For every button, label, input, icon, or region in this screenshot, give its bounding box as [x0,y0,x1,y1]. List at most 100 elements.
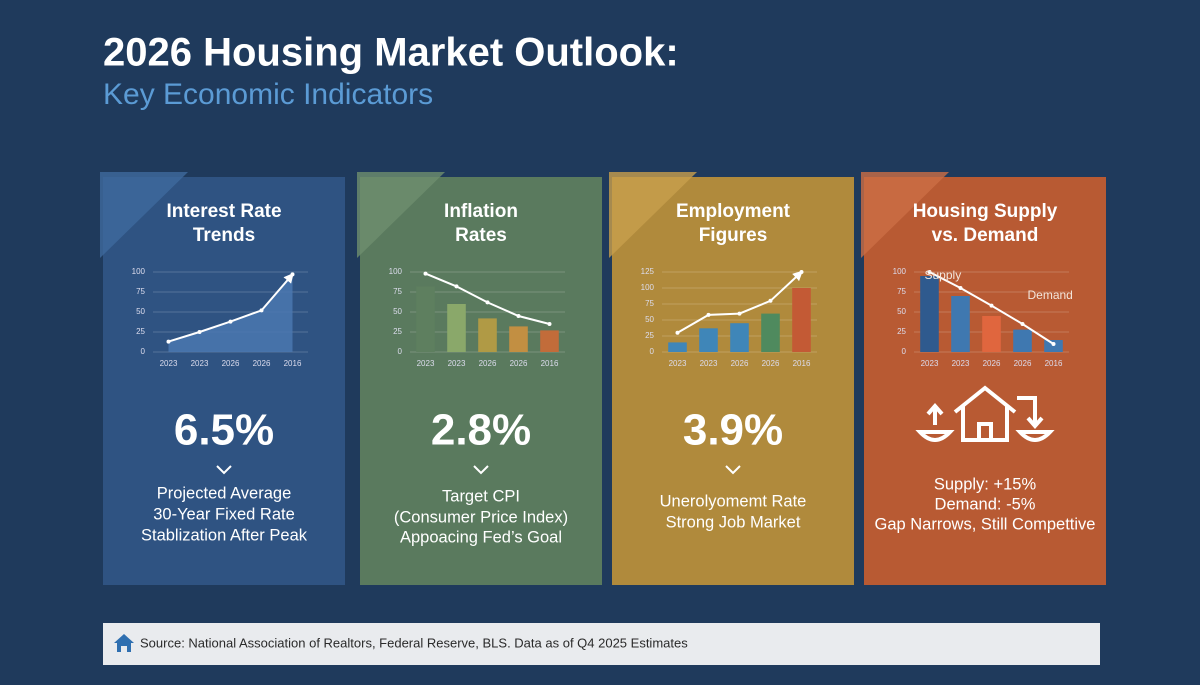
line-point [1051,342,1056,346]
y-tick-label: 75 [897,287,906,296]
line-point [197,330,202,334]
card-title: Figures [699,225,768,246]
line-point [737,311,742,316]
bar [1013,329,1032,352]
line-point [768,298,773,303]
y-tick-label: 0 [650,347,655,356]
bar [699,328,718,352]
line-point [799,270,804,274]
x-tick-label: 2026 [510,359,528,368]
line-point [675,330,680,335]
y-tick-label: 25 [645,331,654,340]
line-point [927,270,932,274]
x-tick-label: 2023 [160,359,178,368]
series-label: Supply [925,268,962,282]
y-tick-label: 100 [641,283,655,292]
y-tick-label: 75 [136,287,145,296]
chevron [473,465,489,475]
line-point [454,284,459,289]
card-title: Trends [193,225,255,246]
card-text: Projected Average [157,484,292,502]
card-title: Rates [455,225,507,246]
card [360,177,602,585]
card-tab [609,172,697,258]
scale-left [915,402,955,442]
y-tick-label: 100 [389,267,403,276]
card-text: Target CPI [442,487,520,505]
x-tick-label: 2023 [700,359,718,368]
card-text: Supply: +15% [934,475,1037,493]
x-tick-label: 2023 [952,359,970,368]
line-point [423,271,428,276]
scale-right [1015,396,1055,442]
card-text: Gap Narrows, Still Compettive [875,515,1096,533]
line-point [1020,322,1025,326]
x-tick-label: 2023 [669,359,687,368]
line-point [290,272,295,277]
y-tick-label: 25 [136,327,145,336]
source-bar [103,623,1100,665]
x-tick-label: 2026 [479,359,497,368]
big-value: 6.5% [174,406,274,455]
big-value: 3.9% [683,406,783,455]
x-tick-label: 2026 [222,359,240,368]
card-title: vs. Demand [932,225,1039,246]
line-point [485,300,490,305]
y-tick-label: 50 [645,315,654,324]
line-point [989,303,994,308]
source-text: Source: National Association of Realtors… [140,635,688,650]
line-point [706,312,711,317]
x-tick-label: 2026 [253,359,271,368]
bar [730,323,749,352]
page-subtitle: Key Economic Indicators [103,78,433,111]
series-label: Demand [1028,288,1073,302]
x-tick-label: 2016 [1045,359,1063,368]
x-tick-label: 2016 [541,359,559,368]
x-tick-label: 2026 [983,359,1001,368]
bar [509,326,528,352]
y-tick-label: 0 [141,347,146,356]
y-tick-label: 50 [897,307,906,316]
chevron [216,465,232,475]
line-point [166,339,171,344]
y-tick-label: 0 [398,347,403,356]
line-point [516,314,521,318]
y-tick-label: 50 [136,307,145,316]
x-tick-label: 2026 [1014,359,1032,368]
x-tick-label: 2016 [284,359,302,368]
y-tick-label: 25 [393,327,402,336]
home-icon [114,634,134,652]
card [612,177,854,585]
y-tick-label: 75 [393,287,402,296]
card-text: Unerolyomemt Rate [660,492,807,510]
line-point [228,319,233,324]
line-point [547,322,552,326]
y-tick-label: 25 [897,327,906,336]
cards: Interest Rate Trends 0 25 50 75 100 2023 2023 202… [100,172,1106,585]
card-title: Employment [676,201,791,222]
y-tick-label: 0 [902,347,907,356]
x-tick-label: 2023 [448,359,466,368]
card-text: Demand: -5% [935,495,1036,513]
bar [792,288,811,352]
bar [951,296,970,352]
bar [982,316,1001,352]
x-tick-label: 2023 [921,359,939,368]
card-title: Housing Supply [913,201,1058,222]
bar [478,318,497,352]
card [103,177,345,585]
y-tick-label: 125 [641,267,655,276]
card-title: Interest Rate [166,201,281,222]
x-tick-label: 2026 [762,359,780,368]
bar [540,330,559,352]
card-title: Inflation [444,201,518,222]
y-tick-label: 100 [132,267,146,276]
x-tick-label: 2016 [793,359,811,368]
card-tab [861,172,949,258]
card [864,177,1106,585]
y-tick-label: 75 [645,299,654,308]
chevron [725,465,741,475]
bar [668,342,687,352]
